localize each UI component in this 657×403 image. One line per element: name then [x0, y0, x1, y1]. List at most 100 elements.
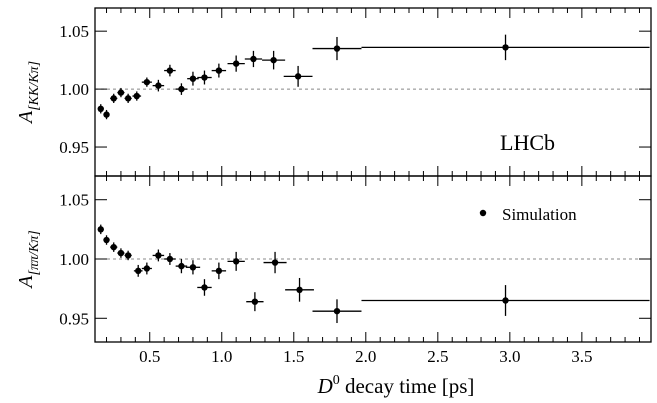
- xtick-label: 0.5: [139, 347, 160, 366]
- top-ytick-label: 1.00: [59, 80, 89, 99]
- top-data-point: [262, 50, 286, 70]
- top-marker: [155, 82, 162, 89]
- xtick-label: 3.5: [571, 347, 592, 366]
- top-data-point: [164, 64, 176, 77]
- top-data-point: [197, 70, 212, 85]
- top-marker: [133, 92, 140, 100]
- legend-marker: [479, 209, 487, 217]
- bottom-marker: [110, 243, 117, 251]
- top-marker: [103, 111, 110, 118]
- top-data-point: [361, 34, 650, 61]
- top-marker: [250, 55, 257, 63]
- bottom-data-point: [152, 249, 165, 262]
- top-annotation-lhcb: LHCb: [500, 130, 555, 155]
- xtick-label: 1.0: [211, 347, 232, 366]
- top-data-point: [211, 63, 227, 78]
- bottom-marker: [103, 236, 110, 244]
- top-data-point: [124, 93, 132, 104]
- xlabel-sup: 0: [333, 373, 340, 388]
- bottom-marker: [201, 284, 208, 291]
- bottom-data-points: [97, 224, 650, 324]
- bottom-data-point: [164, 253, 176, 265]
- top-marker: [178, 85, 185, 93]
- bottom-data-point: [246, 292, 264, 312]
- top-marker: [333, 45, 341, 52]
- bottom-marker: [189, 264, 197, 271]
- top-marker: [502, 44, 509, 51]
- bottom-data-point: [185, 260, 201, 275]
- top-x-ticks: [106, 8, 640, 176]
- top-data-point: [152, 79, 165, 92]
- bottom-marker: [97, 226, 104, 233]
- xtick-label: 3.0: [499, 347, 520, 366]
- bottom-data-point: [361, 285, 650, 316]
- top-y-axis-label: A[KK/Kπ]: [15, 61, 42, 125]
- top-marker: [110, 95, 117, 102]
- top-data-point: [103, 109, 110, 120]
- top-panel: 0.95 1.00 1.05 LHCb A[KK/Kπ]: [15, 7, 652, 177]
- bottom-marker: [333, 307, 341, 315]
- top-marker: [294, 73, 302, 80]
- svg-text:A[KK/Kπ]: A[KK/Kπ]: [15, 61, 42, 125]
- xtick-label: 1.5: [283, 347, 304, 366]
- top-panel-frame: [94, 7, 652, 177]
- xlabel-rest: decay time [ps]: [340, 374, 475, 398]
- bottom-data-point: [103, 235, 110, 245]
- bottom-marker: [215, 267, 223, 275]
- xlabel-base: D: [317, 374, 333, 398]
- top-marker: [124, 95, 132, 102]
- top-data-point: [227, 55, 245, 72]
- bottom-ytick-label: 1.05: [59, 191, 89, 210]
- bottom-marker: [155, 252, 162, 259]
- svg-text:A[ππ/Kπ]: A[ππ/Kπ]: [15, 230, 42, 289]
- bottom-data-point: [285, 277, 314, 302]
- top-data-point: [141, 77, 152, 87]
- bottom-marker: [271, 259, 279, 266]
- top-data-point: [175, 83, 188, 95]
- bottom-data-point: [263, 251, 287, 274]
- top-data-point: [110, 93, 118, 104]
- bottom-data-point: [141, 262, 152, 275]
- top-ylabel-sub: [KK/Kπ]: [27, 61, 42, 111]
- bottom-ytick-label: 0.95: [59, 309, 89, 328]
- top-marker: [201, 74, 208, 81]
- x-axis-label: D0 decay time [ps]: [317, 373, 475, 398]
- bottom-marker: [296, 286, 303, 294]
- bottom-marker: [117, 249, 125, 257]
- bottom-marker: [143, 265, 151, 272]
- bottom-data-point: [97, 224, 104, 235]
- top-ylabel-main: A: [15, 110, 37, 125]
- bottom-y-axis-label: A[ππ/Kπ]: [15, 230, 42, 289]
- top-marker: [189, 75, 197, 82]
- top-marker: [232, 60, 240, 67]
- top-data-point: [187, 71, 199, 86]
- top-marker: [215, 67, 223, 74]
- top-data-point: [244, 50, 263, 68]
- bottom-data-point: [117, 248, 125, 258]
- top-data-point: [132, 91, 142, 101]
- bottom-marker: [251, 298, 259, 305]
- bottom-data-point: [197, 279, 212, 296]
- bottom-marker: [178, 262, 185, 270]
- bottom-data-point: [211, 262, 227, 280]
- bottom-ytick-label: 1.00: [59, 250, 89, 269]
- bottom-data-point: [175, 259, 188, 274]
- bottom-data-point: [312, 299, 362, 324]
- top-data-point: [312, 36, 362, 61]
- bottom-ylabel-main: A: [15, 275, 37, 290]
- bottom-ylabel-sub: [ππ/Kπ]: [27, 230, 42, 275]
- bottom-data-point: [133, 264, 143, 277]
- top-data-points: [97, 34, 650, 120]
- legend: Simulation: [479, 205, 577, 224]
- top-marker: [270, 56, 277, 64]
- top-marker: [143, 78, 151, 86]
- bottom-y-ticks: 0.95 1.00 1.05: [59, 191, 651, 328]
- top-data-point: [117, 87, 125, 98]
- top-marker: [166, 67, 174, 74]
- top-data-point: [283, 65, 313, 87]
- top-marker: [117, 89, 125, 96]
- top-marker: [97, 105, 104, 113]
- bottom-data-point: [110, 242, 118, 252]
- bottom-marker: [135, 267, 142, 275]
